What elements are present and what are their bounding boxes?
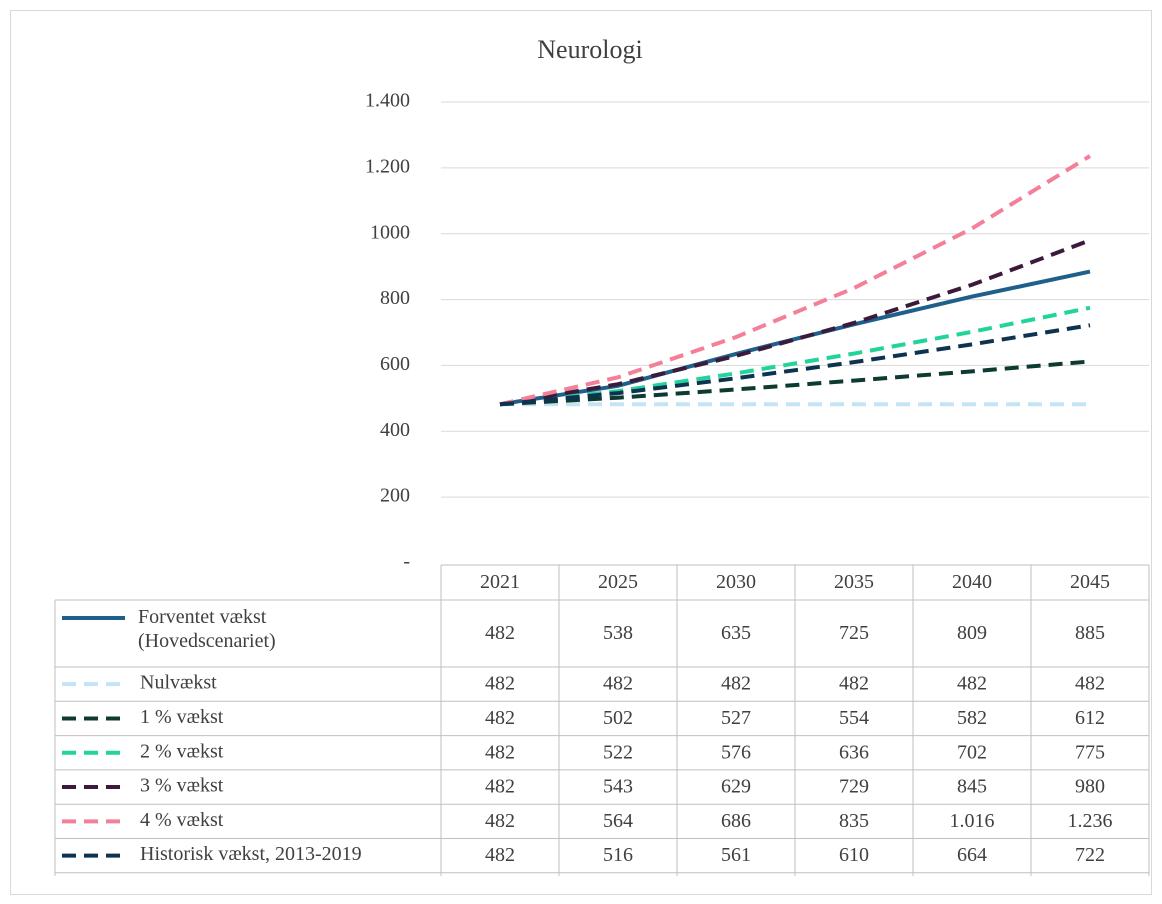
table-value: 885 bbox=[1075, 622, 1105, 644]
chart-border bbox=[10, 10, 1152, 895]
table-value: 582 bbox=[957, 707, 987, 729]
table-value: 576 bbox=[721, 741, 751, 763]
legend-label: 3 % vækst bbox=[140, 775, 224, 797]
legend-label: Historisk vækst, 2013-2019 bbox=[140, 843, 362, 865]
series-line bbox=[499, 323, 1091, 407]
y-tick-label: 1.400 bbox=[365, 90, 410, 112]
y-tick-label: 800 bbox=[380, 287, 410, 309]
legend-label: 2 % vækst bbox=[140, 740, 224, 762]
table-value: 612 bbox=[1075, 707, 1105, 729]
table-value: 482 bbox=[839, 673, 869, 695]
table-value: 543 bbox=[603, 776, 633, 798]
y-tick-label: 400 bbox=[380, 419, 410, 441]
y-tick-label: 600 bbox=[380, 353, 410, 375]
table-value: 482 bbox=[485, 673, 515, 695]
table-value: 610 bbox=[839, 844, 869, 866]
table-value: 482 bbox=[485, 776, 515, 798]
x-tick-label: 2030 bbox=[716, 571, 756, 593]
table-value: 561 bbox=[721, 844, 751, 866]
table-value: 482 bbox=[485, 810, 515, 832]
y-tick-label: 200 bbox=[380, 485, 410, 507]
table-value: 482 bbox=[603, 673, 633, 695]
chart-title: Neurologi bbox=[537, 35, 642, 64]
table-value: 1.236 bbox=[1068, 810, 1113, 832]
table-value: 845 bbox=[957, 776, 987, 798]
table-value: 516 bbox=[603, 844, 633, 866]
series-line bbox=[499, 359, 1091, 407]
series-line bbox=[499, 238, 1091, 407]
y-tick-label: - bbox=[403, 551, 410, 573]
x-tick-label: 2025 bbox=[598, 571, 638, 593]
table-value: 722 bbox=[1075, 844, 1105, 866]
table-value: 527 bbox=[721, 707, 751, 729]
table-value: 502 bbox=[603, 707, 633, 729]
table-value: 564 bbox=[603, 810, 633, 832]
table-value: 635 bbox=[721, 622, 751, 644]
table-value: 835 bbox=[839, 810, 869, 832]
table-value: 725 bbox=[839, 622, 869, 644]
x-tick-label: 2021 bbox=[480, 571, 520, 593]
table-value: 702 bbox=[957, 741, 987, 763]
table-value: 629 bbox=[721, 776, 751, 798]
table-value: 482 bbox=[957, 673, 987, 695]
table-value: 686 bbox=[721, 810, 751, 832]
table-value: 482 bbox=[721, 673, 751, 695]
table-value: 554 bbox=[839, 707, 869, 729]
series-line bbox=[499, 154, 1092, 407]
table-value: 482 bbox=[1075, 673, 1105, 695]
table-value: 664 bbox=[957, 844, 987, 866]
table-value: 729 bbox=[839, 776, 869, 798]
table-value: 809 bbox=[957, 622, 987, 644]
table-value: 636 bbox=[839, 741, 869, 763]
y-tick-label: 1000 bbox=[370, 221, 410, 243]
legend-label: Forventet vækst (Hovedscenariet) bbox=[138, 606, 276, 652]
legend-label: Nulvækst bbox=[140, 672, 217, 694]
table-value: 482 bbox=[485, 844, 515, 866]
table-value: 522 bbox=[603, 741, 633, 763]
legend-label-box: Forventet vækst (Hovedscenariet) bbox=[138, 606, 276, 652]
legend-label: 1 % vækst bbox=[140, 706, 224, 728]
y-tick-label: 1.200 bbox=[365, 155, 410, 177]
table-value: 538 bbox=[603, 622, 633, 644]
table-value: 1.016 bbox=[950, 810, 995, 832]
table-value: 482 bbox=[485, 622, 515, 644]
table-value: 482 bbox=[485, 741, 515, 763]
table-value: 482 bbox=[485, 707, 515, 729]
x-tick-label: 2040 bbox=[952, 571, 992, 593]
table-value: 980 bbox=[1075, 776, 1105, 798]
x-tick-label: 2045 bbox=[1070, 571, 1110, 593]
table-value: 775 bbox=[1075, 741, 1105, 763]
x-tick-label: 2035 bbox=[834, 571, 874, 593]
legend-label: 4 % vækst bbox=[140, 809, 224, 831]
